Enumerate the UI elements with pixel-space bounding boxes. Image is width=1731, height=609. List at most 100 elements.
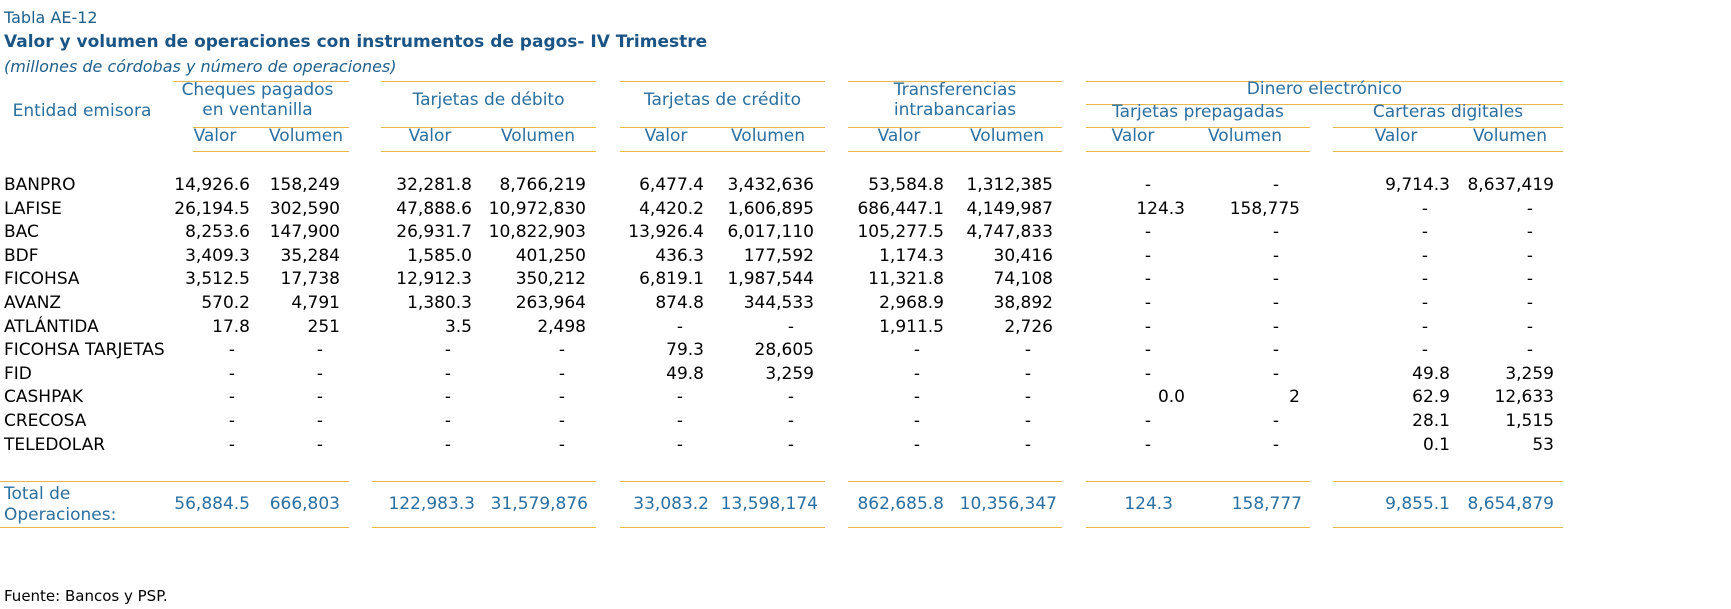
table-cell: - [676,316,684,337]
rule-total-top-debito [372,481,596,482]
table-cell: 9,714.3 [1385,175,1450,195]
table-cell: - [1272,175,1280,195]
table-cell: 26,931.7 [396,222,472,243]
table-cell: - [316,411,324,431]
table-cell: 6,477.4 [639,175,704,195]
table-cell: - [1272,245,1280,266]
table-cell: 13,926.4 [628,222,704,243]
table-cell: - [558,340,566,361]
table-cell: - [444,411,452,431]
total-cell: 9,855.1 [1385,494,1450,514]
rule-mid-debito [381,127,596,128]
table-cell: - [444,387,452,408]
entity-name: FICOHSA [4,269,80,290]
table-cell: 12,633 [1494,387,1554,408]
table-cell: 1,312,385 [966,175,1053,195]
table-cell: 4,747,833 [966,222,1053,243]
table-cell: - [1526,222,1534,243]
table-cell: - [1144,222,1152,243]
table-cell: - [913,340,921,361]
table-cell: 8,253.6 [185,222,250,243]
table-cell: - [787,387,795,408]
source-note: Fuente: Bancos y PSP. [4,587,168,605]
subheader-valor: Valor [408,126,452,146]
subheader-valor: Valor [1374,126,1418,146]
table-cell: - [316,363,324,384]
table-cell: 47,888.6 [396,198,472,219]
entity-name: FID [4,363,32,384]
table-cell: - [1024,340,1032,361]
table-cell: - [444,434,452,455]
header-carteras: Carteras digitales [1372,102,1524,122]
table-cell: - [316,434,324,455]
table-cell: - [913,363,921,384]
table-cell: 302,590 [269,198,340,219]
table-cell: 28.1 [1412,411,1450,431]
rule-total-bot-credito [620,527,825,528]
table-cell: 17,738 [280,269,340,290]
rule-total-bot-transfer [848,527,1062,528]
rule-total-top-credito [620,481,825,482]
table-cell: 3,432,636 [727,175,814,195]
table-cell: - [1144,175,1152,195]
table-cell: 62.9 [1412,387,1450,408]
table-cell: 74,108 [993,269,1053,290]
table-cell: 3,259 [1505,363,1554,384]
table-cell: 3,512.5 [185,269,250,290]
table-cell: 124.3 [1136,198,1185,219]
table-cell: - [913,434,921,455]
table-cell: - [1024,387,1032,408]
table-cell: - [787,316,795,337]
rule-top-debito [381,81,596,82]
table-cell: - [228,387,236,408]
rule-total-bot-debito [372,527,596,528]
rule-bot-credito [620,151,825,152]
table-cell: 32,281.8 [396,175,472,195]
rule-bot-prepagadas [1086,151,1310,152]
table-cell: 53 [1532,434,1554,455]
rule-mid-cheques [193,127,349,128]
table-cell: - [558,363,566,384]
total-cell: 158,777 [1231,494,1302,514]
total-label-line1: Total de [4,484,71,504]
total-cell: 31,579,876 [490,494,588,514]
table-cell: - [913,411,921,431]
rule-bot-carteras [1333,151,1563,152]
table-cell: - [676,411,684,431]
table-cell: 35,284 [280,245,340,266]
table-cell: 2,968.9 [879,293,944,313]
subheader-volumen: Volumen [268,126,343,146]
table-cell: 8,766,219 [499,175,586,195]
table-cell: - [1272,316,1280,337]
table-cell: 158,775 [1229,198,1300,219]
total-cell: 33,083.2 [633,494,709,514]
entity-name: FICOHSA TARJETAS [4,340,165,361]
entity-name: ATLÁNTIDA [4,316,99,337]
table-cell: 401,250 [515,245,586,266]
table-cell: - [1526,269,1534,290]
header-prepagadas: Tarjetas prepagadas [1112,102,1284,122]
table-cell: - [558,387,566,408]
total-cell: 666,803 [269,494,340,514]
table-cell: 53,584.8 [868,175,944,195]
table-cell: 3,409.3 [185,245,250,266]
subheader-volumen: Volumen [1472,126,1547,146]
header-entity: Entidad emisora [12,101,152,121]
rule-top-cheques [173,81,349,82]
subheader-volumen: Volumen [730,126,805,146]
table-cell: - [1024,363,1032,384]
entity-name: LAFISE [4,198,62,219]
table-cell: 436.3 [655,245,704,266]
header-dinero: Dinero electrónico [1246,79,1403,99]
entity-name: CRECOSA [4,411,87,431]
subheader-volumen: Volumen [969,126,1044,146]
table-cell: 6,017,110 [727,222,814,243]
table-cell: 1,515 [1505,411,1554,431]
table-cell: - [787,434,795,455]
rule-top-transfer [848,81,1062,82]
rule-mid-credito [620,127,825,128]
table-cell: 11,321.8 [868,269,944,290]
subheader-valor: Valor [193,126,237,146]
table-cell: - [676,434,684,455]
table-cell: 147,900 [269,222,340,243]
